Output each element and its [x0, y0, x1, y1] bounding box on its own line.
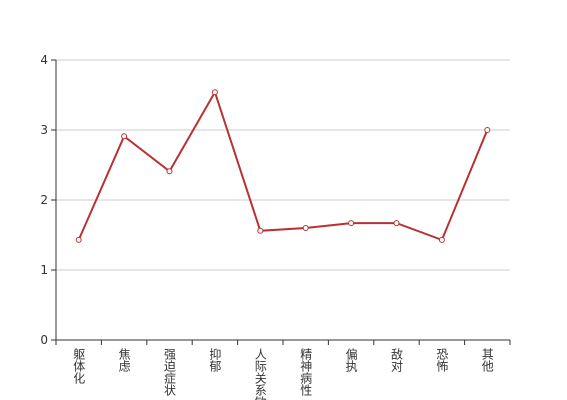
y-tick-label: 2: [40, 193, 48, 207]
x-tick-label: 抑郁: [208, 347, 222, 373]
point: [166, 168, 173, 175]
point: [257, 227, 264, 234]
x-tick-label: 躯体化: [72, 347, 86, 385]
x-tick-label: 偏执: [344, 347, 358, 373]
x-tick-label: 敌对: [390, 347, 404, 372]
x-tick-label: 焦虑: [117, 348, 131, 372]
point: [393, 220, 400, 227]
point: [484, 127, 491, 133]
line: [77, 89, 489, 242]
point: [302, 225, 309, 231]
y-tick-label: 4: [40, 53, 48, 67]
y-tick-label: 0: [40, 333, 48, 347]
point: [121, 133, 128, 140]
x-tick-label: 其他: [480, 348, 494, 372]
x-tick-label: 强迫症状: [163, 348, 177, 396]
point: [211, 89, 218, 96]
y-tick-label: 3: [40, 123, 48, 137]
x-tick-label: 人际关系敏感: [253, 348, 267, 400]
x-tick-label: 精神病性: [299, 348, 313, 397]
point: [348, 220, 355, 227]
y-tick-label: 1: [40, 263, 48, 277]
point: [75, 236, 82, 243]
point: [438, 236, 445, 243]
x-tick-label: 恐怖: [435, 348, 449, 372]
